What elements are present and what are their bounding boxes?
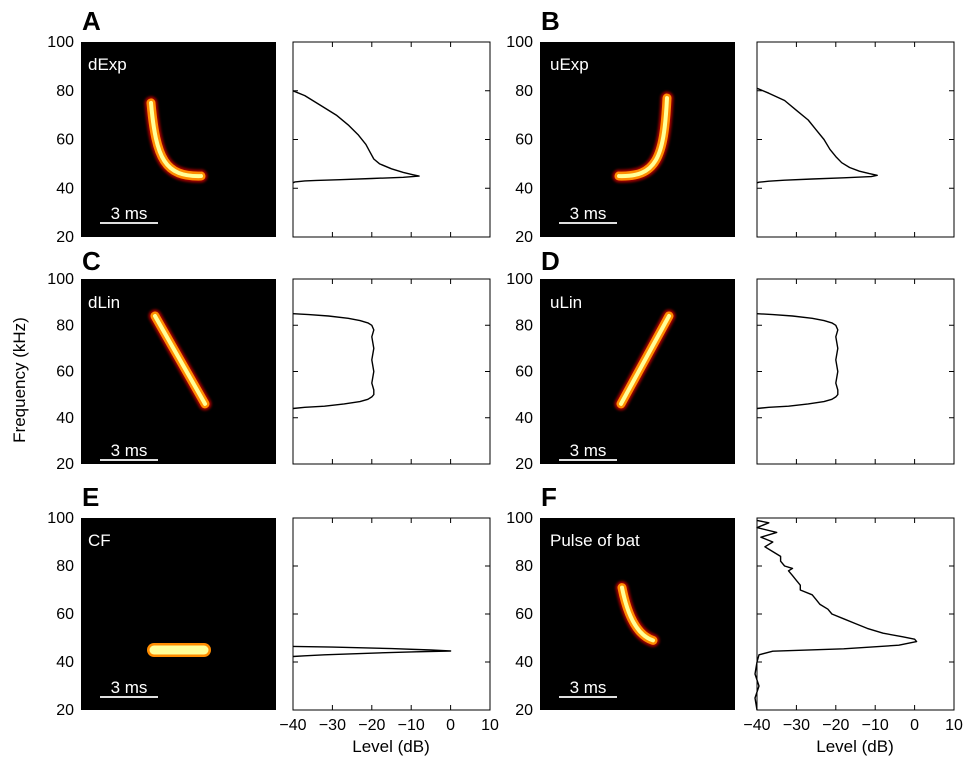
y-tick-label-a-40: 40 xyxy=(56,180,74,197)
spectrogram-label-a: dExp xyxy=(88,55,127,74)
spectrogram-b xyxy=(540,42,735,237)
scale-bar-label-d: 3 ms xyxy=(570,441,607,460)
spectrum-line-c xyxy=(292,313,375,410)
spectrum-plot-c xyxy=(292,278,491,465)
y-tick-label-f-40: 40 xyxy=(515,654,533,671)
y-tick-label-b-20: 20 xyxy=(515,229,533,246)
x-tick-label-f-5: 10 xyxy=(945,717,963,734)
x-tick-label-f-4: 0 xyxy=(910,717,919,734)
spectrum-plot-f xyxy=(756,517,955,711)
y-tick-label-a-100: 100 xyxy=(47,34,74,51)
x-tick-label-f-3: −10 xyxy=(862,717,889,734)
spectrum-line-d xyxy=(756,313,839,410)
panel-letter-c: C xyxy=(82,246,101,276)
y-tick-label-e-80: 80 xyxy=(56,558,74,575)
y-tick-label-e-100: 100 xyxy=(47,510,74,527)
y-tick-label-b-100: 100 xyxy=(506,34,533,51)
spectrogram-label-f: Pulse of bat xyxy=(550,531,640,550)
y-tick-label-b-60: 60 xyxy=(515,132,533,149)
spectrum-plot-d xyxy=(756,278,955,465)
y-tick-label-f-60: 60 xyxy=(515,606,533,623)
spectrogram-label-d: uLin xyxy=(550,293,582,312)
sweep-core-f xyxy=(620,585,655,643)
y-tick-label-d-100: 100 xyxy=(506,271,533,288)
x-tick-label-e-3: −10 xyxy=(398,717,425,734)
scale-bar-label-e: 3 ms xyxy=(111,678,148,697)
sweep-core-a xyxy=(149,100,203,179)
scale-bar-label-f: 3 ms xyxy=(570,678,607,697)
y-tick-label-e-60: 60 xyxy=(56,606,74,623)
scale-bar-label-b: 3 ms xyxy=(570,204,607,223)
x-axis-label-right: Level (dB) xyxy=(816,737,893,756)
y-tick-label-b-40: 40 xyxy=(515,180,533,197)
sweep-core-b xyxy=(617,96,669,179)
y-tick-label-e-40: 40 xyxy=(56,654,74,671)
spectrogram-label-e: CF xyxy=(88,531,111,550)
spectrogram-e xyxy=(81,518,276,710)
x-tick-label-e-1: −30 xyxy=(319,717,346,734)
x-tick-label-f-2: −20 xyxy=(822,717,849,734)
spectrogram-a xyxy=(81,42,276,237)
spectrum-plot-b xyxy=(756,41,955,238)
y-tick-label-d-40: 40 xyxy=(515,410,533,427)
spectrum-plot-e xyxy=(292,517,491,711)
spectrogram-c xyxy=(81,279,276,464)
y-tick-label-a-80: 80 xyxy=(56,83,74,100)
spectrum-line-e xyxy=(292,645,452,658)
y-tick-label-c-80: 80 xyxy=(56,317,74,334)
x-tick-label-e-2: −20 xyxy=(358,717,385,734)
y-tick-label-c-40: 40 xyxy=(56,410,74,427)
y-tick-label-a-20: 20 xyxy=(56,229,74,246)
y-tick-label-f-20: 20 xyxy=(515,702,533,719)
spectrogram-label-c: dLin xyxy=(88,293,120,312)
y-axis-label: Frequency (kHz) xyxy=(10,317,29,443)
y-tick-label-f-80: 80 xyxy=(515,558,533,575)
x-tick-label-f-0: −40 xyxy=(743,717,770,734)
y-tick-label-b-80: 80 xyxy=(515,83,533,100)
x-tick-label-e-4: 0 xyxy=(446,717,455,734)
y-tick-label-d-60: 60 xyxy=(515,364,533,381)
x-tick-label-e-5: 10 xyxy=(481,717,499,734)
scale-bar-label-c: 3 ms xyxy=(111,441,148,460)
spectrum-line-a xyxy=(292,90,420,184)
y-tick-label-c-100: 100 xyxy=(47,271,74,288)
scale-bar-label-a: 3 ms xyxy=(111,204,148,223)
y-tick-label-f-100: 100 xyxy=(506,510,533,527)
spectrum-line-f xyxy=(754,519,918,711)
sweep-core-c xyxy=(153,314,207,406)
panel-letter-f: F xyxy=(541,482,557,512)
sweep-core-d xyxy=(619,314,671,406)
panel-letter-e: E xyxy=(82,482,99,512)
spectrogram-f xyxy=(540,518,735,710)
x-axis-label-left: Level (dB) xyxy=(352,737,429,756)
y-tick-label-c-60: 60 xyxy=(56,364,74,381)
x-tick-label-e-0: −40 xyxy=(279,717,306,734)
x-tick-label-f-1: −30 xyxy=(783,717,810,734)
panel-letter-a: A xyxy=(82,6,101,36)
y-tick-label-d-20: 20 xyxy=(515,456,533,473)
spectrum-plot-a xyxy=(292,41,491,238)
panel-letter-b: B xyxy=(541,6,560,36)
y-tick-label-c-20: 20 xyxy=(56,456,74,473)
y-tick-label-d-80: 80 xyxy=(515,317,533,334)
spectrogram-label-b: uExp xyxy=(550,55,589,74)
panel-letter-d: D xyxy=(541,246,560,276)
spectrum-line-b xyxy=(756,87,878,184)
y-tick-label-a-60: 60 xyxy=(56,132,74,149)
y-tick-label-e-20: 20 xyxy=(56,702,74,719)
